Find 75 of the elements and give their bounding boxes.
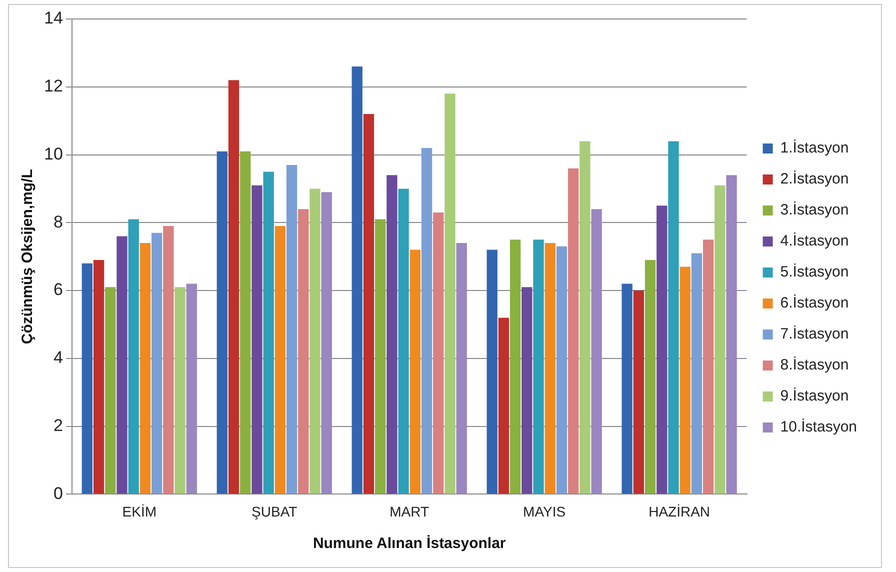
y-axis-title: Çözünmüş Oksijen,mg/L xyxy=(19,169,36,344)
bar xyxy=(633,290,644,494)
bar xyxy=(128,219,139,494)
bar xyxy=(580,141,590,494)
bar xyxy=(622,284,632,494)
bar xyxy=(151,232,162,494)
bar xyxy=(556,246,568,494)
bar xyxy=(310,188,320,494)
legend-label: 1.İstasyon xyxy=(780,138,849,157)
bar xyxy=(533,240,544,494)
bar xyxy=(568,168,579,494)
bar xyxy=(656,206,668,494)
bar xyxy=(298,209,309,494)
bar xyxy=(410,250,420,494)
bar xyxy=(498,318,510,494)
x-tick-label: MAYIS xyxy=(523,503,566,520)
y-tick-label: 6 xyxy=(53,280,63,300)
bar xyxy=(93,260,104,494)
bar xyxy=(680,266,690,494)
x-axis-title: Numune Alınan İstasyonlar xyxy=(312,535,506,552)
legend-label: 6.İstasyon xyxy=(780,294,849,312)
legend-label: 2.İstasyon xyxy=(780,170,849,188)
bar xyxy=(456,243,467,494)
bar xyxy=(421,148,432,494)
bar xyxy=(140,243,151,494)
x-tick-label: HAZİRAN xyxy=(648,503,710,520)
bar xyxy=(363,114,374,494)
legend-label: 7.İstasyon xyxy=(780,324,849,343)
bar xyxy=(240,151,251,494)
legend-label: 8.İstasyon xyxy=(780,356,849,374)
legend-label: 9.İstasyon xyxy=(780,386,849,405)
bar xyxy=(216,151,228,494)
bar xyxy=(398,188,409,494)
legend-label: 5.İstasyon xyxy=(780,262,849,281)
bar xyxy=(252,185,262,494)
bar xyxy=(668,141,679,494)
bar xyxy=(510,240,521,494)
bar xyxy=(82,263,92,494)
bar xyxy=(644,260,656,494)
bar xyxy=(444,94,456,494)
bar xyxy=(174,287,186,494)
bar xyxy=(105,287,116,494)
bar xyxy=(702,240,714,494)
bar xyxy=(591,209,602,494)
y-tick-label: 4 xyxy=(53,348,63,368)
bar xyxy=(433,212,444,494)
y-tick-label: 10 xyxy=(44,144,63,164)
bar xyxy=(714,185,726,494)
bar xyxy=(522,287,532,494)
bar xyxy=(286,164,298,494)
bar xyxy=(116,236,128,494)
legend-label: 10.İstasyon xyxy=(780,418,858,436)
bar xyxy=(228,80,240,494)
bar xyxy=(321,192,332,494)
y-tick-label: 2 xyxy=(53,416,63,435)
bar xyxy=(263,172,274,494)
bar xyxy=(544,243,556,494)
x-tick-label: ŞUBAT xyxy=(252,503,298,520)
bar xyxy=(352,66,362,494)
bar xyxy=(726,175,737,494)
bar xyxy=(163,226,174,494)
x-tick-label: MART xyxy=(390,503,430,520)
bar xyxy=(186,284,197,494)
y-tick-label: 12 xyxy=(44,76,63,96)
y-tick-label: 8 xyxy=(53,212,63,232)
bar xyxy=(691,253,702,494)
bar xyxy=(274,226,286,494)
y-tick-label: 14 xyxy=(44,8,63,28)
legend-label: 4.İstasyon xyxy=(780,232,849,250)
legend-label: 3.İstasyon xyxy=(780,200,849,219)
bar xyxy=(386,175,398,494)
y-tick-label: 0 xyxy=(53,484,63,503)
bar xyxy=(486,250,498,494)
x-tick-label: EKİM xyxy=(122,503,157,520)
bar xyxy=(374,219,386,494)
